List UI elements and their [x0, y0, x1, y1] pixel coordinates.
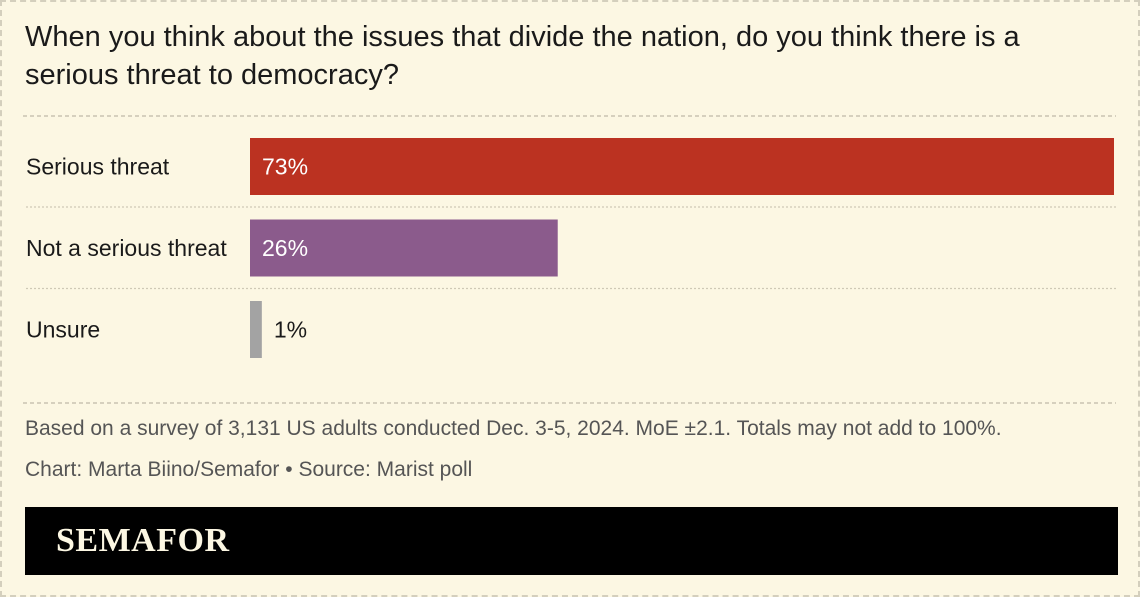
value-label-not-a-serious-threat: 26% [262, 235, 308, 261]
value-label-unsure: 1% [274, 317, 307, 343]
chart-credit: Chart: Marta Biino/Semafor • Source: Mar… [25, 458, 473, 481]
chart-title: When you think about the issues that div… [25, 21, 1020, 91]
category-label-not-a-serious-threat: Not a serious threat [26, 235, 227, 261]
category-label-serious-threat: Serious threat [26, 154, 170, 180]
bar-chart: Serious threat 73% Not a serious threat 26%… [23, 115, 1116, 404]
bar-serious-threat [250, 138, 1114, 195]
bar-unsure [250, 301, 262, 358]
footer-bar: SEMAFOR [25, 507, 1118, 575]
category-label-unsure: Unsure [26, 317, 100, 343]
survey-note: Based on a survey of 3,131 US adults con… [25, 417, 1002, 440]
bar-not-a-serious-threat [250, 219, 558, 277]
semafor-logo: SEMAFOR [56, 522, 230, 559]
value-label-serious-threat: 73% [262, 154, 308, 180]
